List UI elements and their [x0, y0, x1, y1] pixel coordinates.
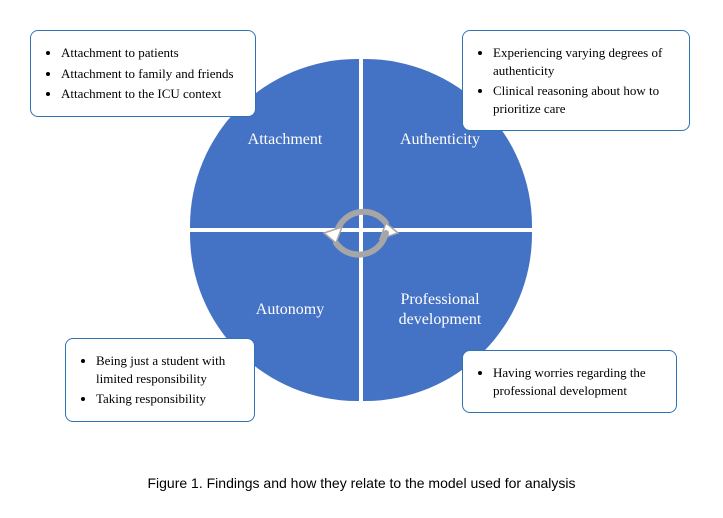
list-item: Clinical reasoning about how to prioriti… [493, 82, 675, 117]
label-professional-development: Professional development [380, 290, 500, 330]
figure-caption: Figure 1. Findings and how they relate t… [0, 475, 723, 491]
list-item: Attachment to family and friends [61, 65, 241, 83]
callout-professional-development: Having worries regarding the professiona… [462, 350, 677, 413]
list-item: Attachment to patients [61, 44, 241, 62]
list-item: Taking responsibility [96, 390, 240, 408]
label-attachment: Attachment [230, 130, 340, 150]
callout-autonomy: Being just a student with limited respon… [65, 338, 255, 422]
label-authenticity: Authenticity [380, 130, 500, 150]
callout-attachment-list: Attachment to patients Attachment to fam… [41, 44, 241, 103]
list-item: Experiencing varying degrees of authenti… [493, 44, 675, 79]
callout-prof-dev-list: Having worries regarding the professiona… [473, 364, 662, 399]
callout-attachment: Attachment to patients Attachment to fam… [30, 30, 256, 117]
list-item: Attachment to the ICU context [61, 85, 241, 103]
callout-authenticity: Experiencing varying degrees of authenti… [462, 30, 690, 131]
label-autonomy: Autonomy [235, 300, 345, 320]
figure-canvas: Attachment Authenticity Autonomy Profess… [0, 0, 723, 518]
list-item: Being just a student with limited respon… [96, 352, 240, 387]
list-item: Having worries regarding the professiona… [493, 364, 662, 399]
callout-authenticity-list: Experiencing varying degrees of authenti… [473, 44, 675, 117]
callout-autonomy-list: Being just a student with limited respon… [76, 352, 240, 408]
